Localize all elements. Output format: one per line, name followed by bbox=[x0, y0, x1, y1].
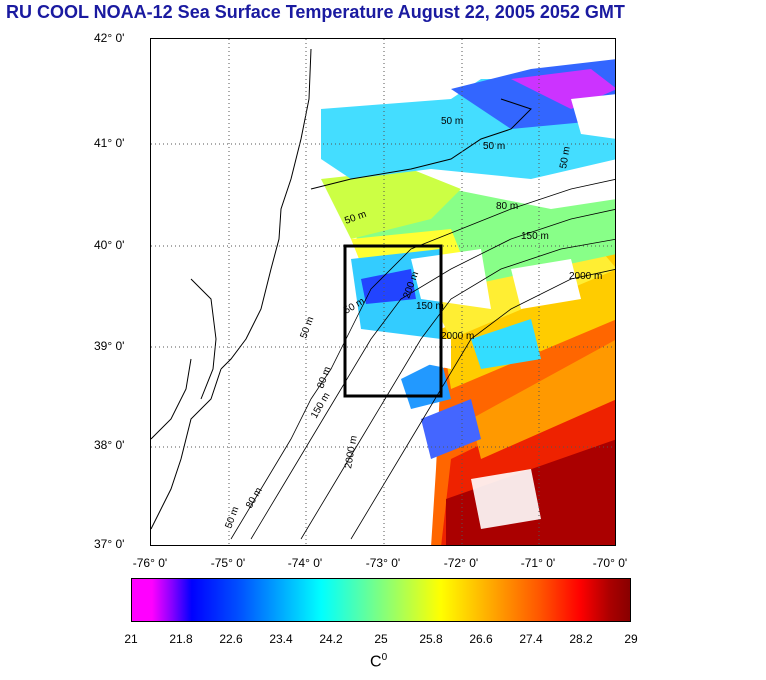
colorbar-tick: 23.4 bbox=[269, 632, 293, 646]
lat-label-39: 39° 0' bbox=[94, 339, 125, 353]
colorbar-tick: 25 bbox=[374, 632, 388, 646]
lat-label-42: 42° 0' bbox=[94, 31, 125, 45]
colorbar-tick: 28.2 bbox=[569, 632, 593, 646]
contour-label: 80 m bbox=[244, 486, 265, 511]
bathymetry-contours bbox=[230, 179, 615, 540]
contour-label: 80 m bbox=[496, 201, 518, 212]
temperature-colorbar bbox=[131, 578, 631, 622]
colorbar-tick: 26.6 bbox=[469, 632, 493, 646]
unit-letter: C bbox=[370, 653, 382, 671]
unit-superscript: 0 bbox=[381, 652, 388, 663]
lat-label-40: 40° 0' bbox=[94, 238, 125, 252]
contour-label: 50 m bbox=[441, 116, 463, 127]
lat-label-38: 38° 0' bbox=[94, 438, 125, 452]
lon-label-75: -75° 0' bbox=[210, 556, 246, 570]
contour-label: 50 m bbox=[483, 141, 505, 152]
lat-label-41: 41° 0' bbox=[94, 136, 125, 150]
colorbar-tick: 27.4 bbox=[519, 632, 543, 646]
lon-label-73: -73° 0' bbox=[365, 556, 401, 570]
coastline bbox=[151, 48, 532, 530]
colorbar-tick: 24.2 bbox=[319, 632, 343, 646]
map-title: RU COOL NOAA-12 Sea Surface Temperature … bbox=[6, 2, 625, 22]
sst-map-graphic: 50 m 50 m 50 m 80 m 150 m 2000 m 2000 m … bbox=[151, 39, 615, 545]
lon-label-74: -74° 0' bbox=[287, 556, 323, 570]
colorbar-unit: C0 bbox=[370, 652, 387, 671]
contour-label: 80 m bbox=[315, 365, 333, 390]
contour-label: 50 m bbox=[298, 315, 316, 340]
lon-label-72: -72° 0' bbox=[443, 556, 479, 570]
lon-label-71: -71° 0' bbox=[520, 556, 556, 570]
colorbar-tick: 21 bbox=[124, 632, 138, 646]
colorbar-tick: 21.8 bbox=[169, 632, 193, 646]
sst-data-layer bbox=[321, 59, 615, 545]
contour-label: 50 m bbox=[558, 146, 573, 170]
contour-label: 150 m bbox=[309, 391, 332, 421]
colorbar-tick: 29 bbox=[624, 632, 638, 646]
sst-map: 50 m 50 m 50 m 80 m 150 m 2000 m 2000 m … bbox=[150, 38, 616, 546]
contour-label: 2000 m bbox=[569, 271, 602, 282]
lon-label-70: -70° 0' bbox=[592, 556, 628, 570]
colorbar-tick: 25.8 bbox=[419, 632, 443, 646]
contour-label: 2000 m bbox=[343, 435, 360, 470]
contour-label: 150 m bbox=[416, 301, 444, 312]
study-area-box bbox=[343, 244, 443, 398]
lon-label-76: -76° 0' bbox=[132, 556, 168, 570]
graticule bbox=[151, 39, 615, 545]
colorbar-tick: 22.6 bbox=[219, 632, 243, 646]
contour-label: 2000 m bbox=[441, 331, 474, 342]
lat-label-37: 37° 0' bbox=[94, 537, 125, 551]
contour-label: 150 m bbox=[521, 231, 549, 242]
